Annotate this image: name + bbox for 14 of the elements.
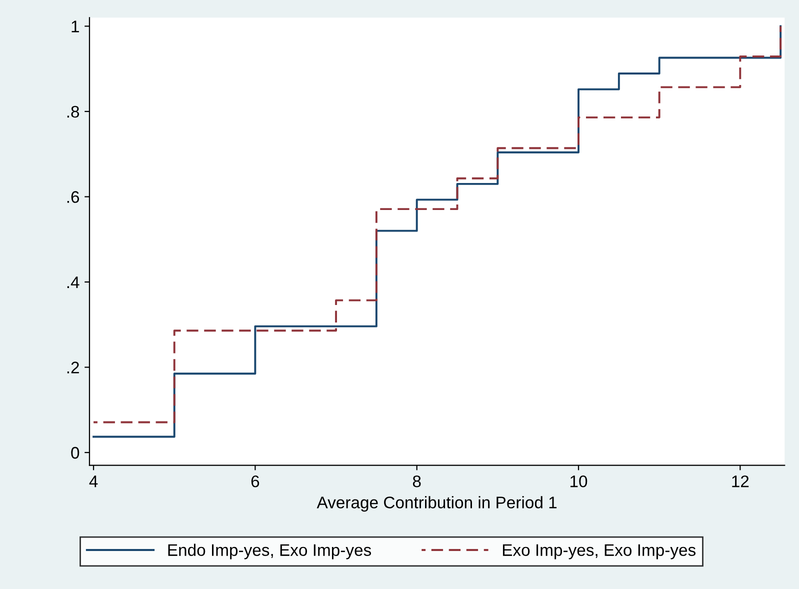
x-axis-title: Average Contribution in Period 1 [316, 496, 557, 512]
x-tick-label: 6 [251, 475, 260, 488]
y-tick-label: 1 [72, 20, 79, 32]
x-tick-label: 4 [89, 476, 98, 488]
y-tick-label: .2 [67, 362, 79, 374]
legend-label: Endo Imp-yes, Exo Imp-yes [168, 544, 372, 560]
y-tick-label: .4 [67, 276, 80, 288]
y-tick-label: .8 [67, 106, 80, 118]
y-tick-label: .6 [67, 191, 80, 203]
x-tick-label: 8 [412, 475, 421, 488]
x-tick-label: 12 [732, 475, 749, 488]
y-tick-label: 0 [71, 446, 80, 459]
x-tick-label: 10 [570, 475, 588, 488]
legend-label: Exo Imp-yes, Exo Imp-yes [502, 544, 696, 560]
